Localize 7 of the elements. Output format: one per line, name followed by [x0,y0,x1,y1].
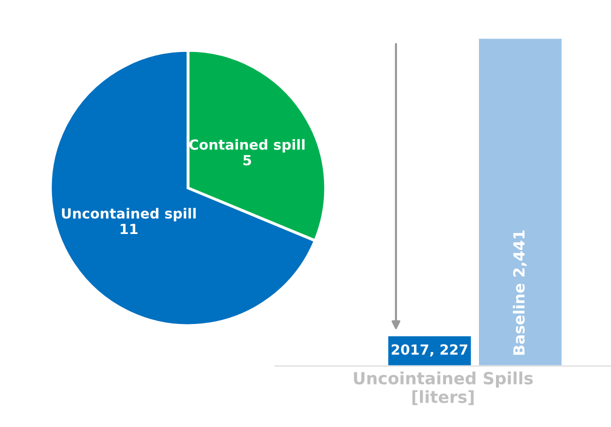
data-label: 2017, 227 [392,344,468,357]
slice-label: Uncontained spill [62,208,196,222]
data-label: Baseline 2,441 [512,230,527,355]
x-axis-title: Uncointained Spills [liters] [354,372,533,406]
data-label: 5 [243,155,252,166]
slice-label: Contained spill [189,139,305,153]
data-label: 11 [120,224,138,234]
